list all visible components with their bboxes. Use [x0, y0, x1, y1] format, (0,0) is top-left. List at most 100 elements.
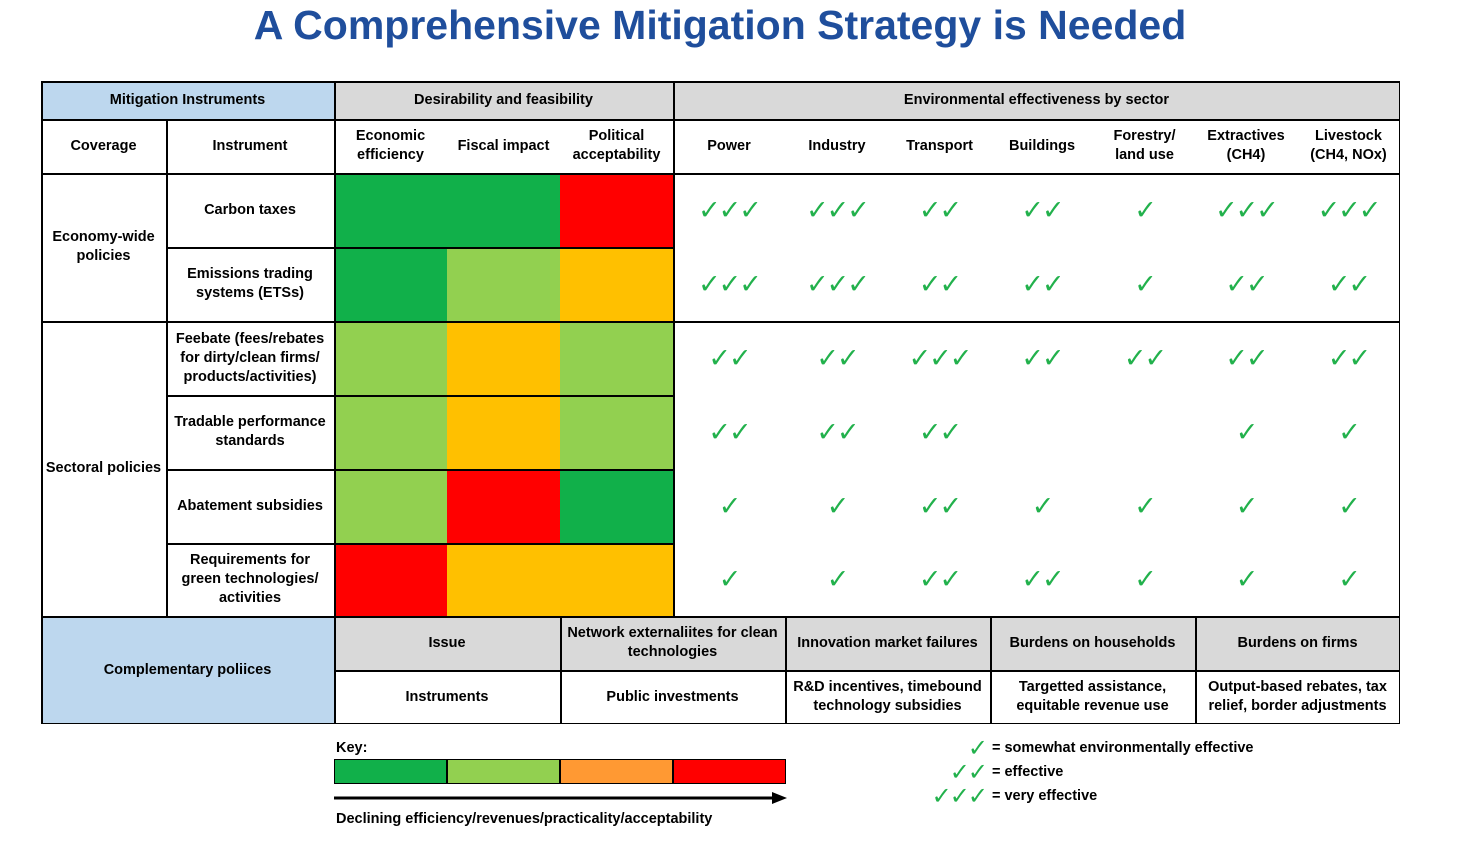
checkmark-icon: ✓✓	[708, 342, 751, 374]
key-swatch	[673, 759, 786, 784]
checkmark-icon: ✓✓	[1225, 342, 1268, 374]
checkmark-icon: ✓✓	[1021, 564, 1064, 595]
table-border-top	[41, 81, 1400, 83]
complementary-issue: Network externaliites for clean technolo…	[560, 616, 785, 670]
checkmark-icon: ✓✓	[816, 342, 859, 374]
checkmark-icon: ✓	[1134, 194, 1157, 226]
instrument-label: Feebate (fees/rebates for dirty/clean fi…	[175, 330, 325, 385]
grid-line	[166, 395, 673, 397]
checkmark-icon: ✓✓✓	[931, 782, 988, 810]
checkmark-icon: ✓✓✓	[806, 194, 870, 226]
page-title: A Comprehensive Mitigation Strategy is N…	[253, 2, 1187, 48]
header-fiscal-impact: Fiscal impact	[457, 137, 550, 154]
checkmark-icon: ✓✓✓	[698, 268, 762, 300]
grid-line	[41, 321, 673, 323]
rating-cell	[334, 395, 447, 469]
checkmark-icon: ✓✓	[1123, 342, 1167, 374]
checkmark-icon: ✓	[1134, 564, 1157, 595]
checkmark-icon: ✓✓	[949, 758, 988, 786]
checkmark-icon: ✓	[718, 564, 742, 595]
header-economic-efficiency: Economic efficiency	[355, 128, 426, 163]
grid-line	[41, 173, 1400, 175]
legend-text: = very effective	[992, 788, 1098, 804]
rating-cell	[447, 543, 560, 616]
key-swatch	[334, 759, 447, 784]
header-sector: Livestock (CH4, NOx)	[1310, 128, 1387, 163]
checkmark-icon: ✓✓	[1021, 194, 1064, 226]
checkmark-icon: ✓✓	[1327, 342, 1371, 374]
complementary-issue: Burdens on firms	[1195, 616, 1400, 670]
checkmark-icon: ✓✓	[816, 416, 859, 448]
arrow-icon	[334, 792, 787, 804]
rating-cell	[447, 321, 560, 395]
checkmark-icon: ✓✓	[918, 416, 962, 448]
grid-line	[166, 119, 168, 616]
checkmark-icon: ✓	[1235, 564, 1259, 595]
checkmark-icon: ✓✓	[1327, 268, 1371, 300]
checkmark-icon: ✓	[718, 490, 742, 522]
checkmark-icon: ✓✓✓	[1215, 194, 1279, 226]
rating-cell	[334, 543, 447, 616]
complementary-instrument: R&D incentives, timebound technology sub…	[793, 679, 982, 714]
complementary-instruments-label: Instruments	[405, 688, 489, 705]
grid-line	[166, 247, 673, 249]
instrument-label: Abatement subsidies	[177, 497, 323, 514]
coverage-sectoral: Sectoral policies	[45, 460, 162, 476]
header-desirability: Desirability and feasibility	[334, 81, 673, 119]
table-border-bottom	[41, 722, 1400, 724]
checkmark-icon: ✓✓	[1021, 268, 1064, 300]
checkmark-icon: ✓	[1338, 416, 1361, 448]
checkmark-icon: ✓	[1338, 490, 1361, 522]
rating-cell	[560, 469, 673, 543]
header-political-acceptability: Political acceptability	[572, 128, 661, 163]
checkmark-icon: ✓	[1134, 268, 1157, 300]
checkmark-icon: ✓	[826, 564, 850, 595]
header-effectiveness: Environmental effectiveness by sector	[673, 81, 1400, 119]
checkmark-icon: ✓✓	[918, 268, 962, 300]
legend-text: = somewhat environmentally effective	[992, 740, 1254, 756]
checkmark-icon: ✓✓✓	[908, 342, 973, 374]
coverage-economy-wide: Economy-wide policies	[52, 229, 155, 264]
grid-line	[41, 119, 1400, 121]
table-border-left	[41, 81, 43, 724]
checkmark-icon: ✓	[1338, 564, 1361, 595]
grid-line	[990, 616, 992, 724]
rating-cell	[560, 543, 673, 616]
rating-cell	[447, 395, 560, 469]
rating-cell	[334, 321, 447, 395]
rating-cell	[560, 173, 673, 247]
checkmark-icon: ✓	[1031, 490, 1055, 522]
grid-line	[785, 616, 787, 724]
header-sector: Power	[707, 137, 751, 154]
key-label: Key:	[336, 740, 368, 756]
checkmark-icon: ✓	[967, 734, 988, 762]
rating-cell	[560, 321, 673, 395]
checkmark-icon: ✓	[826, 490, 850, 522]
complementary-issue-label: Issue	[334, 616, 560, 670]
checkmark-icon: ✓✓✓	[1317, 194, 1382, 226]
header-sector: Transport	[906, 137, 973, 154]
checkmark-icon: ✓✓	[918, 194, 962, 226]
rating-cell	[560, 247, 673, 321]
grid-line	[334, 670, 1400, 672]
rating-cell	[447, 173, 560, 247]
grid-line	[166, 469, 673, 471]
checkmark-icon: ✓✓	[1021, 342, 1064, 374]
header-mitigation-instruments: Mitigation Instruments	[41, 81, 334, 119]
rating-cell	[334, 469, 447, 543]
complementary-policies-label: Complementary poliices	[41, 616, 334, 724]
key-swatch	[447, 759, 560, 784]
complementary-issue: Burdens on households	[990, 616, 1195, 670]
header-sector: Forestry/ land use	[1113, 128, 1176, 163]
rating-cell	[447, 247, 560, 321]
checkmark-icon: ✓	[1134, 490, 1157, 522]
checkmark-icon: ✓	[1235, 490, 1259, 522]
complementary-instrument: Public investments	[606, 688, 739, 705]
table-border-right	[1398, 81, 1400, 724]
grid-line	[673, 81, 675, 616]
instrument-label: Emissions trading systems (ETSs)	[187, 266, 313, 301]
grid-line	[1195, 616, 1197, 724]
complementary-instrument: Output-based rebates, tax relief, border…	[1208, 679, 1387, 714]
rating-cell	[334, 247, 447, 321]
checkmark-icon: ✓✓	[918, 490, 962, 522]
